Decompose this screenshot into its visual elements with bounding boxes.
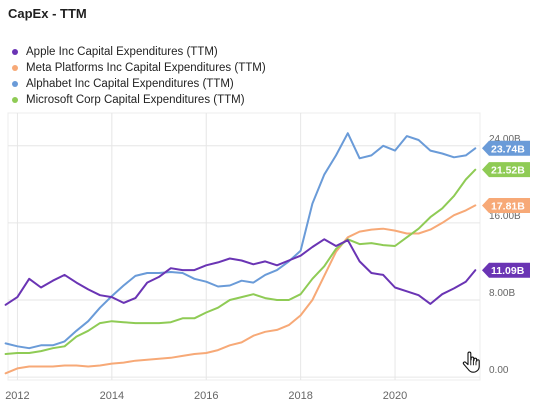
y-tick-label-3: 24.00B [489, 134, 521, 145]
end-label-flag-apple [482, 262, 530, 278]
legend-label-alphabet: Alphabet Inc Capital Expenditures (TTM) [26, 78, 234, 90]
legend-dot-alphabet [12, 81, 18, 87]
x-tick-label-4: 2020 [383, 390, 407, 402]
hand-pointer-icon [462, 351, 480, 373]
series-line-apple [4, 238, 477, 306]
y-tick-label-2: 16.00B [489, 211, 521, 222]
legend-item-apple[interactable]: Apple Inc Capital Expenditures (TTM) [12, 44, 266, 60]
series-line-meta [4, 204, 477, 375]
y-tick-label-1: 8.00B [489, 288, 515, 299]
legend-dot-microsoft [12, 97, 18, 103]
end-label-alphabet: 23.74B [491, 143, 525, 155]
legend-label-apple: Apple Inc Capital Expenditures (TTM) [26, 46, 218, 58]
end-label-flag-meta [482, 197, 530, 213]
legend-dot-apple [12, 49, 18, 55]
legend-item-meta[interactable]: Meta Platforms Inc Capital Expenditures … [12, 60, 266, 76]
x-tick-label-0: 2012 [5, 390, 29, 402]
x-tick-label-1: 2014 [100, 390, 124, 402]
legend-dot-meta [12, 65, 18, 71]
plot-area [7, 112, 481, 381]
series-line-microsoft [4, 168, 477, 355]
y-tick-label-0: 0.00 [489, 365, 509, 376]
end-label-apple: 11.09B [491, 265, 525, 277]
x-tick-label-3: 2018 [288, 390, 312, 402]
x-tick-label-2: 2016 [194, 390, 218, 402]
series-line-alphabet [4, 132, 477, 350]
chart-title: CapEx - TTM [8, 6, 87, 21]
chart-legend: Apple Inc Capital Expenditures (TTM) Met… [12, 44, 266, 108]
legend-item-alphabet[interactable]: Alphabet Inc Capital Expenditures (TTM) [12, 76, 266, 92]
end-label-flag-alphabet [482, 140, 530, 156]
end-label-meta: 17.81B [491, 200, 525, 212]
legend-label-meta: Meta Platforms Inc Capital Expenditures … [26, 62, 266, 74]
end-label-microsoft: 21.52B [491, 165, 525, 177]
legend-item-microsoft[interactable]: Microsoft Corp Capital Expenditures (TTM… [12, 92, 266, 108]
legend-label-microsoft: Microsoft Corp Capital Expenditures (TTM… [26, 94, 245, 106]
end-label-flag-microsoft [482, 162, 530, 178]
